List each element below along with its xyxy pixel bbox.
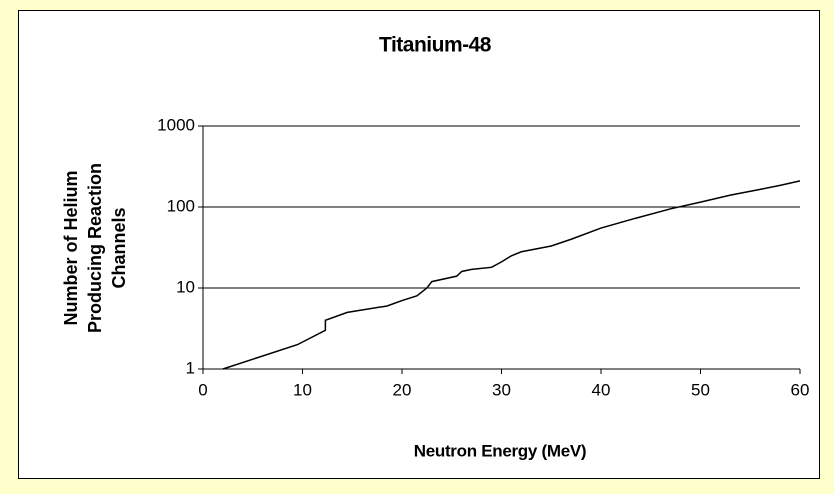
x-tick-label: 10 bbox=[293, 380, 312, 399]
y-tick-label: 1000 bbox=[157, 115, 195, 134]
x-tick-label: 0 bbox=[198, 380, 207, 399]
data-line bbox=[222, 180, 801, 370]
x-tick-label: 20 bbox=[393, 380, 412, 399]
y-axis-label-line: Channels bbox=[109, 207, 129, 288]
y-axis-label-line: Number of Helium bbox=[61, 170, 81, 325]
y-tick-label: 10 bbox=[176, 277, 195, 296]
x-tick-label: 30 bbox=[492, 380, 511, 399]
y-tick-label: 100 bbox=[167, 196, 195, 215]
x-axis-label: Neutron Energy (MeV) bbox=[414, 441, 587, 460]
chart-area bbox=[18, 10, 820, 479]
x-tick-label: 40 bbox=[592, 380, 611, 399]
x-tick-label: 60 bbox=[791, 380, 810, 399]
chart-title: Titanium-48 bbox=[379, 34, 492, 57]
y-axis-label-line: Producing Reaction bbox=[85, 163, 105, 333]
y-tick-label: 1 bbox=[186, 358, 195, 377]
x-tick-label: 50 bbox=[691, 380, 710, 399]
y-axis-label: Number of Helium Producing Reaction Chan… bbox=[61, 163, 129, 333]
